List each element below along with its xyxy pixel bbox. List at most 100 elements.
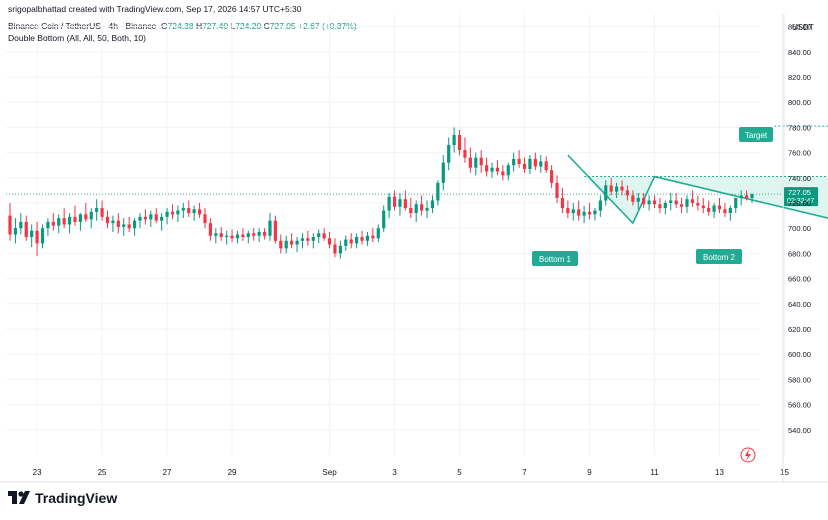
target-label-bg [739, 127, 773, 142]
candle-body [181, 208, 185, 211]
x-tick-label: Sep [322, 468, 337, 477]
y-tick-label: 820.00 [788, 73, 811, 82]
candle-body [187, 208, 191, 214]
y-tick-label: 560.00 [788, 401, 811, 410]
pattern-fill-left [584, 176, 655, 224]
candle-body [609, 185, 613, 192]
close-value: 727.05 [269, 21, 296, 31]
lightning-icon-bolt [745, 449, 751, 461]
candle-body [365, 235, 370, 241]
candle-body [165, 211, 169, 217]
candle-body [674, 200, 678, 205]
candle-body [46, 221, 50, 229]
candle-body [317, 233, 321, 238]
y-tick-label: 860.00 [788, 23, 811, 32]
candle-body [219, 233, 223, 238]
candle-body [744, 195, 749, 198]
candle-body [149, 214, 153, 220]
candle-body [95, 208, 99, 212]
x-tick-label: 29 [228, 468, 237, 477]
candle-body [246, 233, 250, 238]
candle-body [143, 216, 148, 220]
candle-body [382, 210, 386, 229]
candle-body [279, 240, 283, 249]
candle-body [322, 233, 326, 239]
brand-name: TradingView [35, 490, 118, 506]
candle-body [625, 190, 630, 196]
candle-body [679, 204, 684, 207]
candle-body [701, 205, 705, 209]
candle-body [577, 209, 581, 216]
candle-body [614, 186, 619, 192]
change-value: +2.67 (+0.37%) [298, 21, 357, 31]
candle-body [441, 162, 445, 183]
candle-body [468, 157, 472, 168]
candle-body [35, 230, 39, 244]
candle-body [506, 165, 510, 176]
symbol-name: Binance Coin / TetherUS · 4h · Binance [8, 21, 157, 31]
candle-body [8, 215, 12, 235]
y-tick-label: 660.00 [788, 275, 811, 284]
candle-body [154, 214, 158, 221]
indicator-legend[interactable]: Double Bottom (All, All, 50, Both, 10) [8, 33, 146, 43]
candle-body [690, 199, 695, 203]
price-countdown: 02:32:47 [787, 198, 814, 205]
candle-body [457, 134, 462, 151]
candle-body [560, 197, 565, 209]
bottom1-label: Bottom 1 [539, 255, 572, 264]
candles [8, 127, 754, 259]
candle-body [257, 231, 261, 236]
currency-label: USDT [792, 23, 814, 32]
x-tick-label: 23 [33, 468, 42, 477]
candle-body [593, 210, 597, 215]
candle-body [387, 196, 391, 211]
x-tick-label: 3 [392, 468, 397, 477]
candle-body [642, 197, 646, 205]
last-price-tag [784, 187, 818, 207]
candle-body [127, 224, 131, 229]
tradingview-logo-icon [8, 491, 30, 504]
symbol-legend[interactable]: Binance Coin / TetherUS · 4h · Binance O… [8, 21, 357, 31]
candle-body [338, 245, 342, 254]
x-tick-label: 5 [457, 468, 462, 477]
candle-body [647, 200, 651, 205]
candle-body [57, 218, 61, 226]
pattern-line [567, 154, 828, 225]
bottom1-label-bg [532, 251, 578, 266]
candle-body [116, 220, 120, 227]
tradingview-brand[interactable]: TradingView [8, 490, 117, 506]
candle-body [631, 195, 635, 202]
candle-body [349, 239, 353, 244]
candle-body [132, 220, 137, 229]
candle-body [533, 158, 537, 167]
candle-body [300, 238, 305, 241]
open-label: O [160, 21, 168, 31]
candle-body [214, 233, 218, 236]
candle-body [290, 240, 294, 245]
candle-body [105, 216, 110, 224]
candle-body [284, 240, 288, 249]
candle-body [728, 208, 732, 214]
candle-body [138, 216, 142, 221]
y-tick-label: 700.00 [788, 224, 811, 233]
lightning-icon [740, 447, 756, 463]
credit-line: srigopalbhattad created with TradingView… [8, 4, 302, 14]
candle-body [62, 218, 66, 225]
candle-body [598, 200, 602, 211]
candle-body [344, 239, 348, 246]
candle-body [723, 209, 727, 214]
candle-body [420, 204, 424, 211]
high-label: H [195, 21, 203, 31]
candle-body [452, 134, 456, 146]
candle-body [268, 220, 272, 236]
candle-body [587, 211, 592, 215]
grid [6, 14, 785, 455]
candle-body [327, 238, 332, 245]
low-label: L [230, 21, 236, 31]
candle-body [566, 208, 570, 214]
x-tick-label: 15 [780, 468, 789, 477]
candle-body [24, 221, 28, 238]
candle-body [495, 167, 500, 172]
candle-body [241, 234, 245, 238]
